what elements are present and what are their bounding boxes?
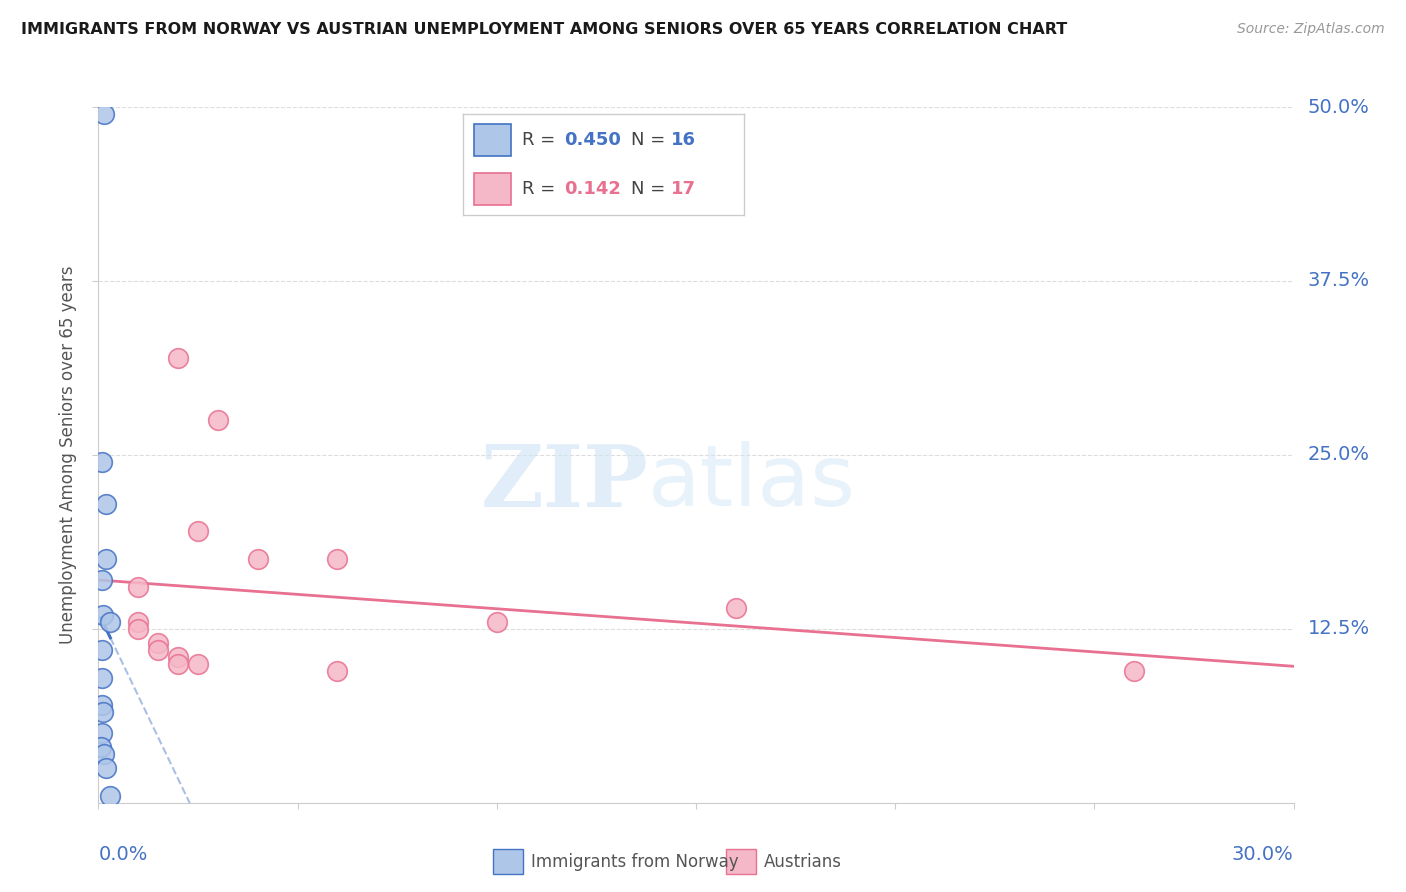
Point [207,413,229,427]
Point [167,657,190,671]
Text: IMMIGRANTS FROM NORWAY VS AUSTRIAN UNEMPLOYMENT AMONG SENIORS OVER 65 YEARS CORR: IMMIGRANTS FROM NORWAY VS AUSTRIAN UNEMP… [21,22,1067,37]
Point [90,671,112,685]
Point [127,622,149,636]
Point [246,552,269,566]
Text: Austrians: Austrians [763,853,842,871]
Point [91,698,114,713]
Point [148,636,170,650]
Bar [725,849,756,874]
Point [167,351,190,365]
Point [90,726,112,740]
Point [326,664,349,678]
Text: Immigrants from Norway: Immigrants from Norway [531,853,738,871]
Point [127,580,149,594]
Point [91,706,114,720]
Point [148,642,170,657]
Point [91,607,114,622]
Point [485,615,508,629]
Point [94,497,117,511]
Point [98,789,122,803]
Text: 12.5%: 12.5% [1308,619,1369,639]
Point [1123,664,1146,678]
Bar [494,849,523,874]
Text: Source: ZipAtlas.com: Source: ZipAtlas.com [1237,22,1385,37]
Point [98,615,122,629]
Text: atlas: atlas [648,442,856,524]
Text: 0.0%: 0.0% [98,845,148,863]
Point [724,601,747,615]
Text: 50.0%: 50.0% [1308,97,1369,117]
Text: 37.5%: 37.5% [1308,271,1369,291]
Point [93,747,115,761]
Point [167,649,190,664]
Y-axis label: Unemployment Among Seniors over 65 years: Unemployment Among Seniors over 65 years [59,266,77,644]
Point [127,615,149,629]
Point [96,552,118,566]
Point [90,740,112,755]
Point [90,573,112,587]
Text: ZIP: ZIP [481,441,648,524]
Text: 30.0%: 30.0% [1232,845,1294,863]
Point [187,524,209,539]
Point [91,455,114,469]
Point [93,107,115,121]
Point [96,761,118,775]
Point [326,552,349,566]
Point [187,657,209,671]
Point [91,642,114,657]
Text: 25.0%: 25.0% [1308,445,1369,465]
